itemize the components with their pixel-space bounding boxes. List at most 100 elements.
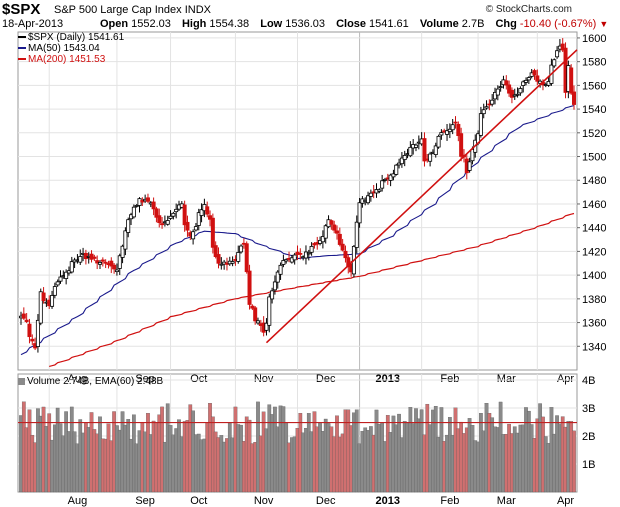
price-bar (264, 318, 269, 336)
chart-header: $SPX S&P 500 Large Cap Index INDX © Stoc… (0, 0, 620, 32)
price-bar (171, 211, 176, 220)
y-tick-label: 1520 (582, 128, 606, 140)
price-bar (413, 143, 418, 152)
price-bar (572, 85, 577, 110)
price-bar (422, 132, 427, 167)
y-tick-label: 1480 (582, 175, 606, 187)
price-bar (247, 264, 252, 310)
y-tick-label: 1380 (582, 294, 606, 306)
low-label: Low (260, 18, 283, 30)
price-bar (346, 254, 351, 274)
price-bar (117, 253, 122, 275)
price-bar (303, 245, 308, 265)
y-tick-label: 1460 (582, 199, 606, 211)
price-bar (492, 87, 497, 105)
price-bar (309, 242, 314, 256)
price-bar (24, 313, 29, 324)
price-bar (320, 230, 325, 249)
x-tick-label: Apr (557, 373, 574, 385)
price-bar (453, 116, 458, 129)
price-bar (123, 227, 128, 256)
price-bar (298, 248, 303, 260)
x-tick-label: Aug (68, 495, 88, 507)
price-bar (27, 318, 32, 344)
price-bar (182, 200, 187, 232)
price-bar (284, 258, 289, 264)
price-bar (306, 249, 311, 261)
open-value: 1552.03 (131, 18, 171, 30)
price-bar (391, 169, 396, 181)
price-bar (126, 217, 131, 238)
price-bar (151, 197, 156, 216)
price-bar (399, 152, 404, 168)
price-bar (244, 241, 249, 274)
price-bar (112, 263, 117, 274)
x-tick-label: Sep (135, 373, 155, 385)
price-bar (535, 69, 540, 86)
price-bar (388, 173, 393, 187)
price-bar (216, 247, 221, 269)
price-bar (450, 119, 455, 135)
price-bar (250, 304, 255, 311)
close-label: Close (336, 18, 367, 30)
price-bar (377, 188, 382, 194)
price-bar (329, 219, 334, 230)
ma200-line (49, 212, 575, 367)
price-bar (69, 256, 74, 274)
open-label: Open (100, 18, 129, 30)
price-bar (30, 334, 35, 346)
legend-price-label: $SPX (Daily) 1541.61 (28, 32, 125, 43)
price-bar (208, 210, 213, 227)
price-bar (433, 142, 438, 158)
price-bar (92, 254, 97, 262)
legend-item-ma200: MA(200) 1451.53 (18, 54, 124, 65)
price-bar (560, 38, 565, 53)
price-bar (157, 208, 162, 228)
volume-tick-label: 3B (582, 403, 595, 415)
price-bar (354, 215, 359, 254)
y-tick-label: 1440 (582, 223, 606, 235)
price-bar (569, 64, 574, 95)
x-tick-label: Aug (68, 373, 88, 385)
price-bar (38, 288, 43, 326)
x-tick-label: 2013 (376, 373, 400, 385)
price-bar (478, 106, 483, 138)
price-bar (337, 227, 342, 247)
y-tick-label: 1340 (582, 341, 606, 353)
price-bar (160, 217, 165, 229)
volume-tick-label: 4B (582, 375, 595, 387)
price-bar (340, 238, 345, 252)
volume-value: 2.7B (461, 18, 485, 30)
quote-line: Open 1552.03 High 1554.38 Low 1536.03 Close… (100, 18, 608, 30)
price-bar (394, 163, 399, 176)
price-bar (275, 270, 280, 289)
price-bar (114, 263, 119, 276)
price-bar (507, 80, 512, 97)
x-tick-label: Apr (557, 495, 574, 507)
price-bar (366, 191, 371, 205)
price-bar (205, 201, 210, 218)
price-bar (408, 141, 413, 158)
price-bar (357, 197, 362, 228)
price-bar (100, 257, 105, 267)
price-bar (52, 282, 57, 299)
price-bar (428, 151, 433, 167)
y-tick-label: 1560 (582, 80, 606, 92)
y-tick-label: 1360 (582, 318, 606, 330)
chg-value: -10.40 (-0.67%) (519, 18, 597, 30)
price-bar (292, 252, 297, 265)
price-bar (509, 87, 514, 104)
price-bar (131, 204, 136, 219)
price-bar (267, 293, 272, 333)
price-bar (50, 290, 55, 309)
price-bar (58, 270, 63, 284)
ticker-symbol: $SPX (2, 1, 41, 18)
price-bar (145, 193, 150, 204)
x-tick-label: Mar (497, 373, 516, 385)
price-bar (515, 87, 520, 98)
y-tick-label: 1580 (582, 57, 606, 69)
y-tick-label: 1400 (582, 270, 606, 282)
price-bar (255, 317, 260, 325)
price-bar (98, 260, 103, 270)
index-name: S&P 500 Large Cap Index INDX (54, 4, 211, 16)
